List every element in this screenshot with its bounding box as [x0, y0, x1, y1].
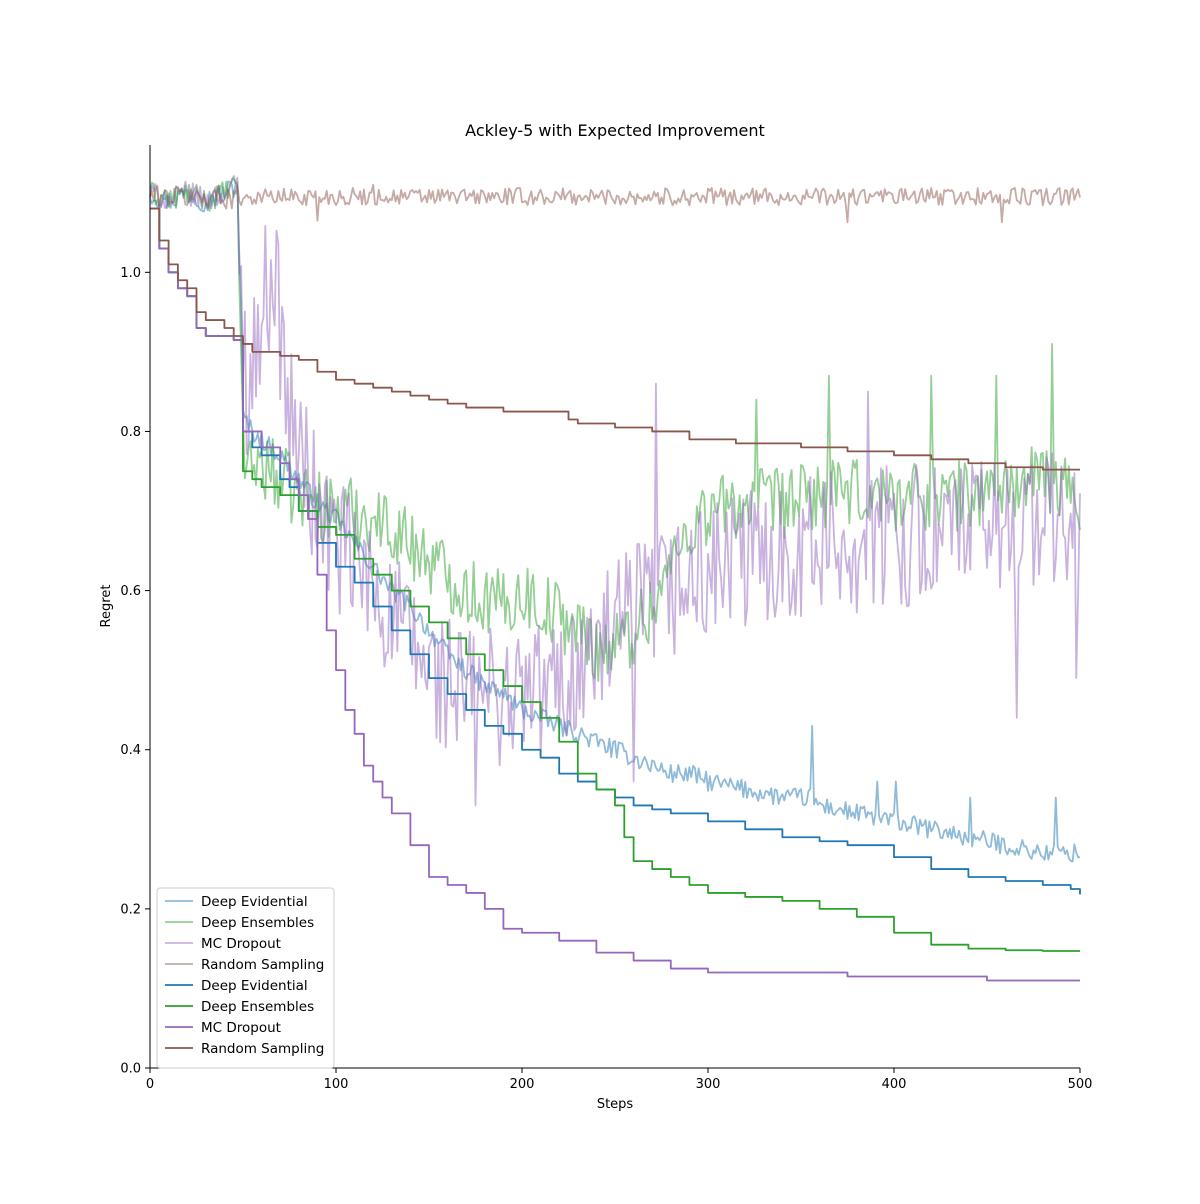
y-axis-label: Regret [99, 585, 114, 628]
series-line-noisy-mc-dropout [149, 176, 1081, 807]
legend-label: Deep Evidential [201, 894, 308, 910]
legend-label: Random Sampling [201, 1041, 324, 1057]
x-tick-label: 100 [324, 1077, 349, 1092]
x-tick-label: 200 [510, 1077, 535, 1092]
y-tick-label: 0.0 [120, 1062, 141, 1077]
legend-box [156, 887, 335, 1069]
series-line-step-mc-dropout [150, 207, 1080, 982]
legend-label: MC Dropout [201, 1020, 281, 1036]
x-tick-label: 500 [1068, 1077, 1093, 1092]
legend-label: Random Sampling [201, 957, 324, 973]
legend-label: Deep Ensembles [201, 999, 314, 1015]
legend-label: Deep Ensembles [201, 915, 314, 931]
x-axis-label: Steps [597, 1097, 634, 1112]
x-tick-label: 300 [696, 1077, 721, 1092]
series-line-noisy-random-sampling [149, 183, 1081, 224]
y-tick-label: 0.2 [120, 902, 141, 917]
series-line-step-random-sampling [150, 207, 1080, 471]
legend-label: Deep Evidential [201, 978, 308, 994]
series-line-step-deep-ensembles [150, 207, 1080, 952]
legend: Deep Evidential Deep Ensembles MC Dropout R… [156, 887, 335, 1069]
y-tick-label: 0.4 [120, 743, 141, 758]
series-line-noisy-deep-evidential [149, 180, 1081, 863]
x-tick-label: 0 [146, 1077, 154, 1092]
y-tick-label: 1.0 [120, 266, 141, 281]
chart-title: Ackley-5 with Expected Improvement [465, 121, 765, 140]
series-layer [149, 175, 1081, 982]
y-tick-label: 0.8 [120, 425, 141, 440]
legend-label: MC Dropout [201, 936, 281, 952]
x-tick-label: 400 [882, 1077, 907, 1092]
y-tick-label: 0.6 [120, 584, 141, 599]
